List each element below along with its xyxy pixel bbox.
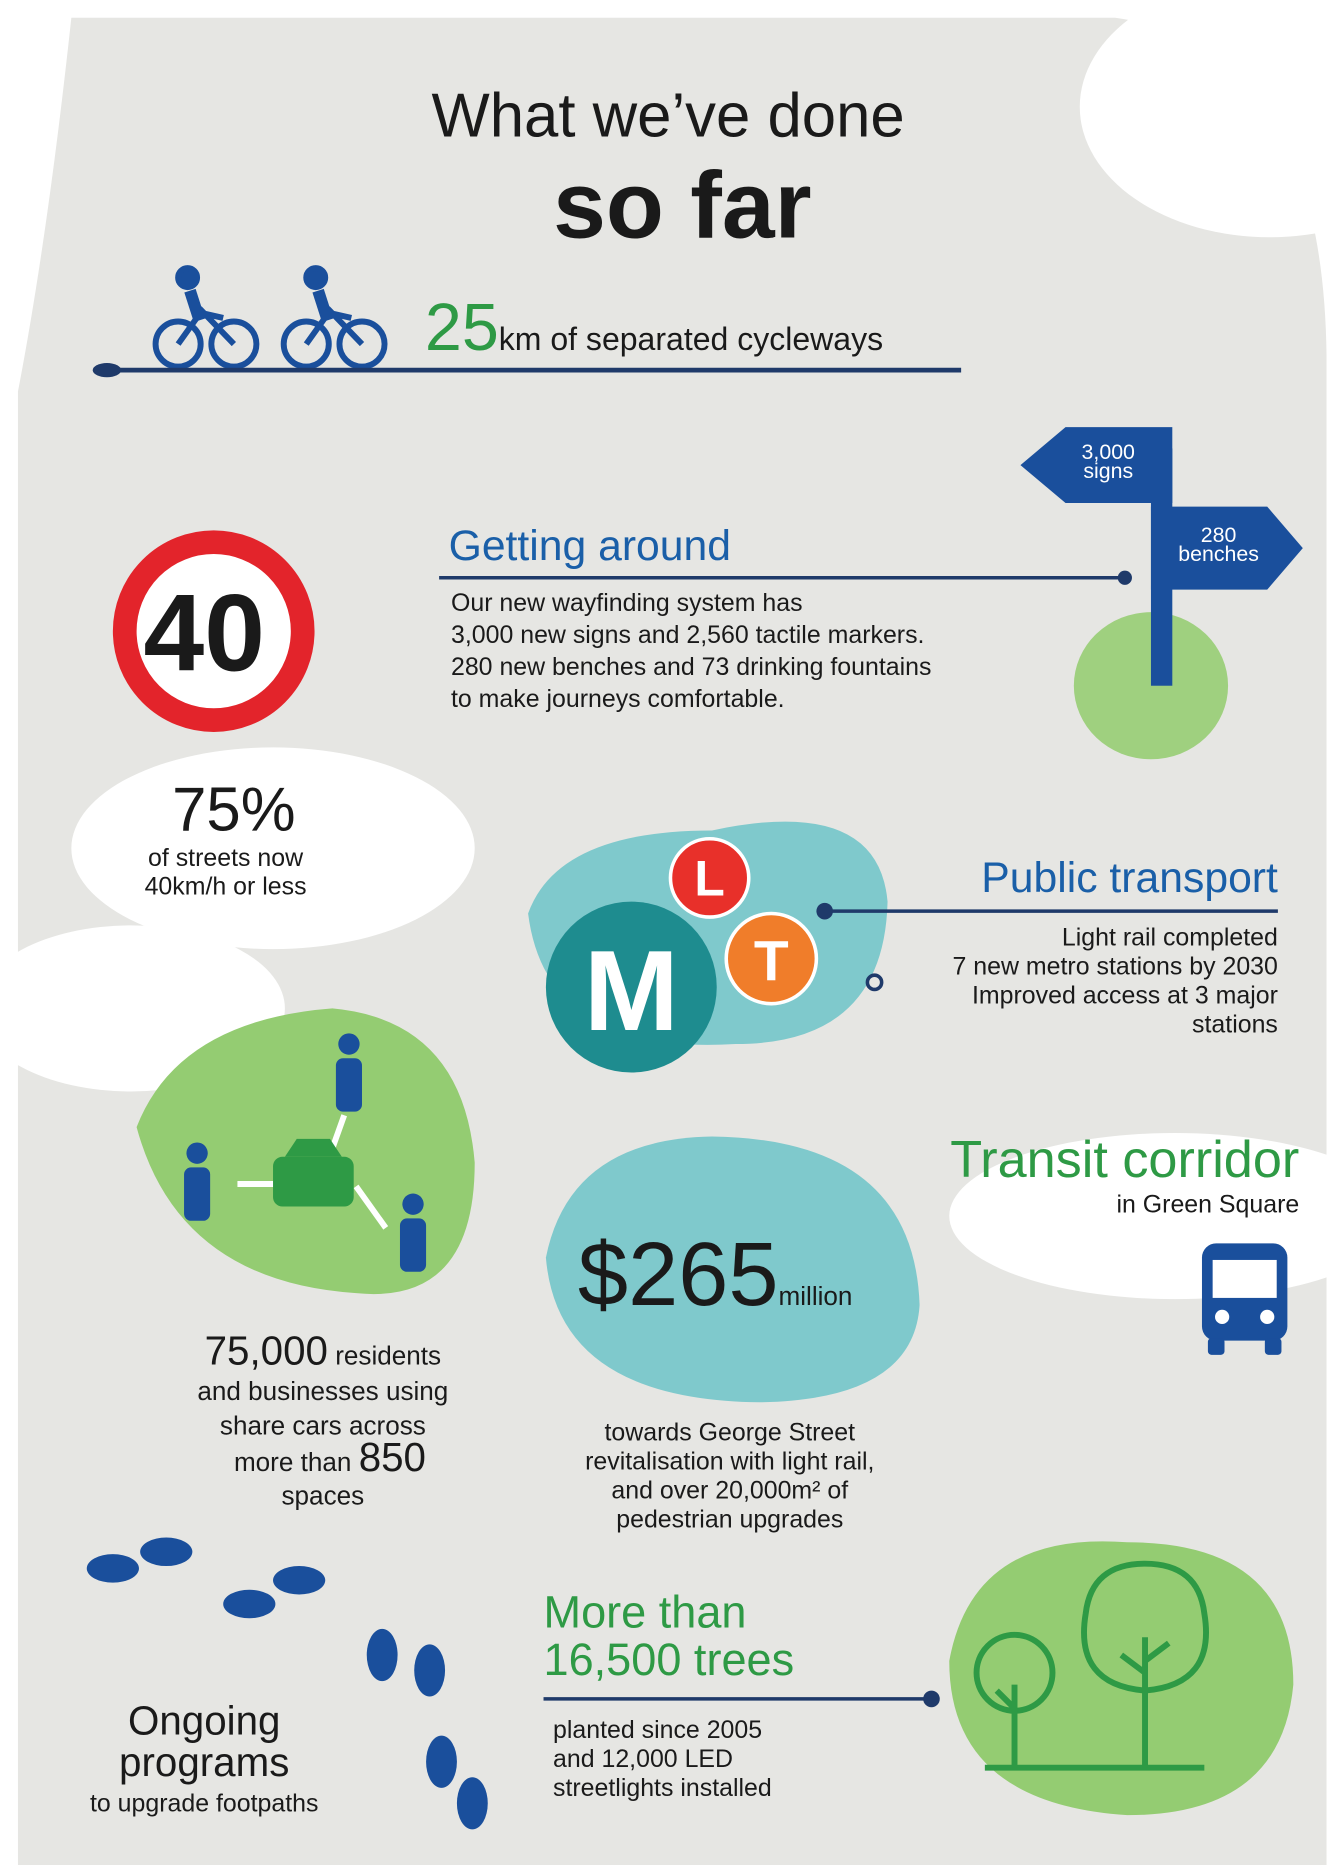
sign-text: 3,000	[1082, 440, 1136, 464]
text-line: Our new wayfinding system has	[451, 589, 803, 617]
metro-icon	[545, 901, 717, 1073]
text-line: streetlights installed	[553, 1774, 772, 1802]
caption: of streets now	[148, 844, 304, 872]
section-heading: Transit corridor	[950, 1131, 1299, 1189]
bike-icons	[152, 265, 388, 370]
text-line: to make journeys comfortable.	[451, 685, 785, 713]
line-dot	[1117, 570, 1132, 585]
speed-sign	[112, 530, 315, 733]
text-line: 7 new metro stations by 2030	[953, 953, 1278, 981]
bus-icon	[1201, 1243, 1288, 1355]
text-line: revitalisation with light rail,	[585, 1447, 874, 1475]
caption: to upgrade footpaths	[90, 1790, 318, 1818]
text-line: 3,000 new signs and 2,560 tactile marker…	[451, 621, 924, 649]
body-text: Our new wayfinding system has 3,000 new s…	[451, 589, 931, 713]
text-line: Light rail completed	[1062, 924, 1278, 952]
amount: $265	[578, 1224, 779, 1325]
line-dot	[865, 973, 884, 992]
speed-stat: 75%	[172, 775, 295, 844]
share-car-number: 850	[359, 1434, 426, 1480]
section-heading: Public transport	[981, 854, 1278, 902]
section-heading: Getting around	[449, 522, 731, 570]
section-heading: 16,500 trees	[544, 1634, 795, 1685]
share-car-number: 75,000	[205, 1327, 328, 1373]
text-line: and 12,000 LED	[553, 1745, 733, 1773]
sign-text: 280	[1201, 523, 1237, 547]
section-heading: programs	[119, 1739, 289, 1785]
text-line: 280 new benches and 73 drinking fountain…	[451, 653, 931, 681]
icon-letter: M	[584, 928, 679, 1055]
section-heading: More than	[544, 1587, 747, 1638]
share-car-line: 75,000 residents	[205, 1327, 441, 1373]
icon-letter: T	[754, 929, 789, 993]
footprints	[86, 1537, 488, 1830]
share-car-text: and businesses using	[197, 1376, 448, 1406]
text-line: pedestrian upgrades	[616, 1505, 843, 1533]
icon-letter: L	[694, 851, 724, 907]
sign-arrow	[1020, 427, 1173, 504]
share-car-line: more than 850	[234, 1434, 426, 1480]
share-car-text: share cars across	[220, 1410, 426, 1440]
amount-unit: million	[778, 1281, 852, 1311]
text-line: Improved access at 3 major	[972, 982, 1278, 1010]
cycleway-unit: km of separated cycleways	[499, 321, 883, 357]
tree-icon	[973, 1560, 1209, 1771]
train-icon	[724, 911, 819, 1006]
line-dot	[923, 1690, 940, 1708]
title-line: so far	[553, 152, 811, 258]
text-line: towards George Street	[604, 1418, 855, 1446]
sign-text: signs	[1083, 459, 1133, 483]
text-line: planted since 2005	[553, 1716, 762, 1744]
line-dot	[816, 902, 834, 920]
cycleway-stat: 25km of separated cycleways	[425, 291, 883, 365]
subheading: in Green Square	[1116, 1190, 1299, 1218]
text-line: and over 20,000m² of	[611, 1476, 848, 1504]
text-line: stations	[1192, 1011, 1278, 1039]
cycleway-number: 25	[425, 291, 499, 365]
line-dot	[92, 363, 122, 378]
share-car-text: more than	[234, 1447, 359, 1477]
share-car-icon	[184, 1033, 427, 1272]
teal-blob	[545, 1136, 920, 1403]
section-heading: Ongoing	[128, 1697, 280, 1743]
lightrail-icon	[668, 836, 751, 919]
amount-line: $265million	[578, 1224, 853, 1325]
share-car-text: residents	[328, 1340, 441, 1370]
title-line: What we’ve done	[431, 81, 904, 150]
green-blob	[949, 1541, 1294, 1816]
speed-number: 40	[144, 572, 265, 694]
share-car-text: spaces	[282, 1480, 365, 1510]
caption: 40km/h or less	[145, 873, 307, 901]
sign-arrow	[1150, 506, 1303, 590]
sign-text: benches	[1178, 542, 1259, 566]
